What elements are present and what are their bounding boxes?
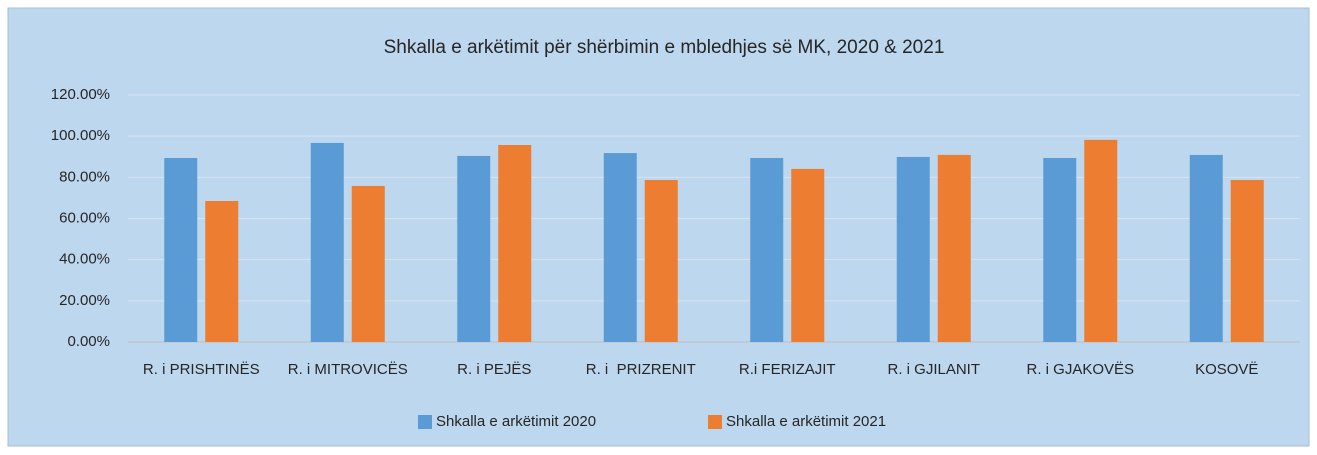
y-tick-label: 40.00% <box>59 251 110 268</box>
y-tick-label: 0.00% <box>67 333 110 350</box>
x-tick-label: R. i PRIZRENIT <box>586 361 696 378</box>
y-tick-label: 100.00% <box>51 127 110 144</box>
bar <box>1043 157 1077 342</box>
bar <box>896 156 930 342</box>
bar <box>1084 139 1118 342</box>
bar <box>644 180 678 342</box>
bar <box>750 157 784 342</box>
bar <box>351 185 385 342</box>
legend-label: Shkalla e arkëtimit 2021 <box>726 413 886 430</box>
x-tick-label: R.i FERIZAJIT <box>739 361 836 378</box>
x-tick-label: R. i PEJËS <box>457 361 531 378</box>
bar <box>791 168 825 342</box>
bar <box>457 155 491 342</box>
bar <box>498 145 532 342</box>
x-tick-label: KOSOVË <box>1195 361 1258 378</box>
bar <box>310 142 344 342</box>
bar <box>1230 180 1264 342</box>
x-tick-label: R. i GJAKOVËS <box>1026 361 1134 378</box>
y-tick-label: 80.00% <box>59 168 110 185</box>
legend-swatch <box>708 415 722 429</box>
y-tick-label: 20.00% <box>59 292 110 309</box>
legend-label: Shkalla e arkëtimit 2020 <box>436 413 596 430</box>
chart-title: Shkalla e arkëtimit për shërbimin e mble… <box>384 37 945 58</box>
bar <box>603 153 637 342</box>
x-tick-label: R. i GJILANIT <box>887 361 980 378</box>
bar <box>164 157 198 342</box>
y-tick-label: 120.00% <box>51 86 110 103</box>
x-tick-label: R. i PRISHTINËS <box>143 361 260 378</box>
y-tick-label: 60.00% <box>59 209 110 226</box>
bar <box>205 201 239 342</box>
x-tick-label: R. i MITROVICËS <box>288 361 408 378</box>
legend-swatch <box>418 415 432 429</box>
bar <box>1189 154 1223 342</box>
bar <box>937 154 971 342</box>
